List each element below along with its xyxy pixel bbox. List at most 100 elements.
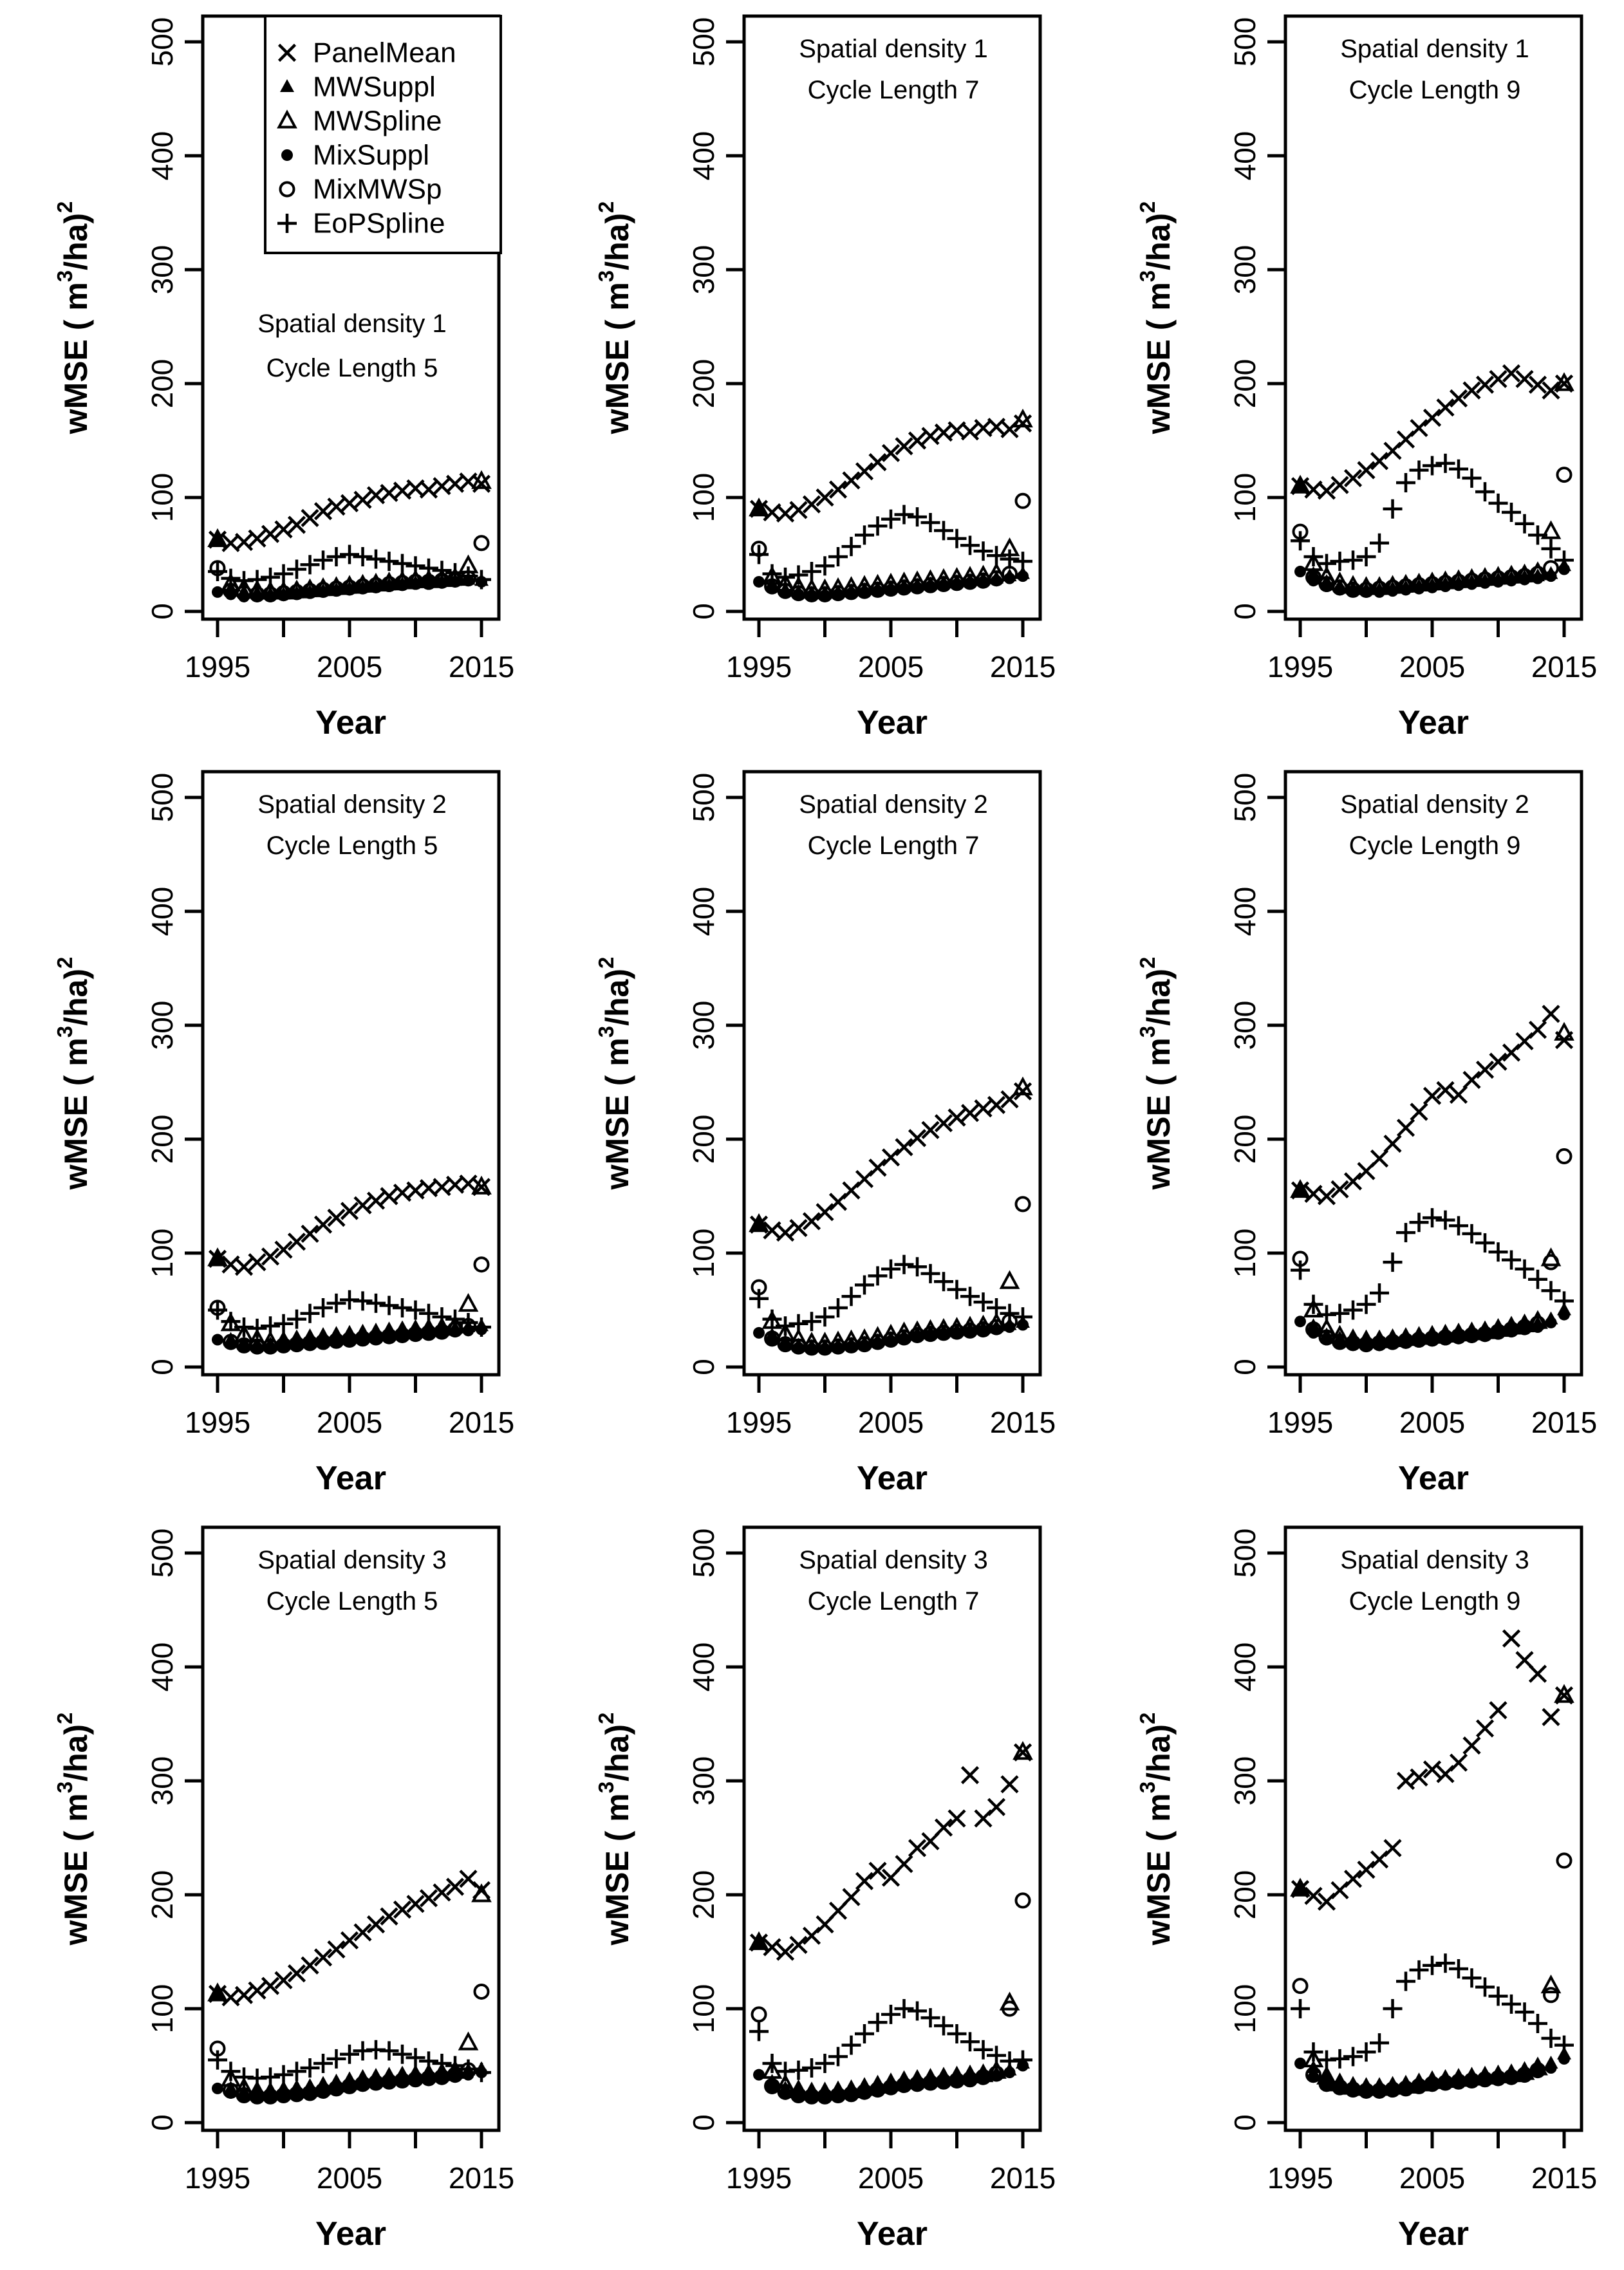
panel-subtitle: Spatial density 1 Cycle Length 5: [257, 310, 447, 382]
scatter-plot: 0 100 200 300 400 500 wMSE ( m3/ha)2 1995 2005 20…: [594, 14, 1056, 741]
scatter-plot: 0 100 200 300 400 500 wMSE ( m3/ha)2 1995 2005 20…: [594, 1525, 1056, 2253]
x-tick-label: 2005: [317, 1406, 382, 1439]
scatter-plot: 0 100 200 300 400 500 wMSE ( m3/ha)2 1995 2005 20…: [53, 770, 514, 1497]
y-tick-label: 0: [687, 1359, 720, 1375]
y-tick-label: 200: [1228, 1115, 1262, 1164]
y-tick-label: 0: [1228, 1359, 1262, 1375]
series-panelmean: [749, 1743, 1032, 1961]
legend-label: MixMWSp: [313, 174, 442, 205]
x-axis: 1995 2005 2015 Year: [185, 619, 514, 741]
series-eopspline: [1291, 1953, 1574, 2070]
subtitle-spatial-density: Spatial density 3: [799, 1546, 988, 1574]
y-axis: 0 100 200 300 400 500 wMSE ( m3/ha)2: [594, 773, 744, 1375]
series-mwspline: [207, 1175, 492, 1350]
scatter-plot: 0 100 200 300 400 500 wMSE ( m3/ha)2 1995 2005 20…: [1135, 1525, 1597, 2253]
plot-box: [201, 770, 501, 1377]
subtitle-cycle-length: Cycle Length 9: [1349, 76, 1521, 104]
x-axis: 1995 2005 2015 Year: [726, 619, 1056, 741]
y-tick-label: 500: [145, 17, 179, 67]
scatter-plot: 0 100 200 300 400 500 wMSE ( m3/ha)2 1995 2005 20…: [53, 14, 514, 741]
panel-subtitle: Spatial density 1 Cycle Length 9: [1340, 35, 1529, 104]
legend-label: MWSuppl: [313, 71, 436, 103]
y-tick-label: 100: [1228, 1229, 1262, 1278]
y-axis: 0 100 200 300 400 500 wMSE ( m3/ha)2: [1135, 773, 1285, 1375]
series-panelmean: [208, 1174, 491, 1276]
x-axis-title: Year: [857, 1460, 928, 1497]
y-axis-title: wMSE ( m3/ha)2: [1135, 1713, 1177, 1946]
subtitle-spatial-density: Spatial density 2: [799, 790, 988, 819]
series-panelmean: [208, 472, 491, 552]
panel-spatial-density-1-cycle-length-9: 0 100 200 300 400 500 wMSE ( m3/ha)2 1995 2005 20…: [1083, 0, 1624, 756]
x-tick-label: 2005: [317, 2161, 382, 2195]
y-tick-label: 400: [145, 131, 179, 181]
plot-box: [742, 770, 1042, 1377]
y-tick-label: 300: [145, 1756, 179, 1806]
y-tick-label: 0: [145, 1359, 179, 1375]
subtitle-cycle-length: Cycle Length 9: [1349, 832, 1521, 860]
y-tick-label: 400: [687, 1642, 720, 1692]
legend-label: EoPSpline: [313, 208, 445, 239]
x-tick-label: 2015: [1531, 1406, 1597, 1439]
series-eopspline: [1291, 453, 1574, 573]
series-mixmwsp: [1292, 1148, 1573, 1353]
y-tick-label: 0: [1228, 2114, 1262, 2131]
legend-entry-panelmean: PanelMean: [277, 37, 456, 69]
subtitle-cycle-length: Cycle Length 5: [266, 832, 438, 860]
legend-label: PanelMean: [313, 37, 456, 69]
legend-box: [264, 15, 502, 254]
panel-spatial-density-2-cycle-length-9: 0 100 200 300 400 500 wMSE ( m3/ha)2 1995 2005 20…: [1083, 756, 1624, 1511]
y-tick-label: 100: [145, 1984, 179, 2034]
legend-entry-mwsuppl: MWSuppl: [280, 71, 436, 103]
subtitle-spatial-density: Spatial density 1: [1340, 35, 1529, 63]
series-eopspline: [749, 1999, 1032, 2081]
legend-entry-mixsuppl: MixSuppl: [281, 140, 429, 171]
x-tick-label: 1995: [726, 2161, 792, 2195]
panel-spatial-density-1-cycle-length-5: 0 100 200 300 400 500 wMSE ( m3/ha)2 1995 2005 20…: [0, 0, 541, 756]
plot-box: [1283, 1525, 1583, 2132]
series-mwspline: [1290, 1021, 1574, 1348]
x-axis-title: Year: [1398, 2215, 1469, 2253]
series-panelmean: [1291, 364, 1574, 500]
panel-spatial-density-3-cycle-length-5: 0 100 200 300 400 500 wMSE ( m3/ha)2 1995 2005 20…: [0, 1511, 541, 2267]
scatter-plot: 0 100 200 300 400 500 wMSE ( m3/ha)2 1995 2005 20…: [1135, 14, 1597, 741]
series-mwspline: [1290, 1684, 1574, 2096]
x-tick-label: 2005: [858, 1406, 924, 1439]
y-tick-label: 500: [1228, 17, 1262, 67]
x-tick-label: 2005: [317, 650, 382, 684]
x-tick-label: 2005: [1399, 650, 1465, 684]
x-tick-label: 1995: [185, 650, 250, 684]
y-tick-label: 100: [1228, 1984, 1262, 2034]
series-mwsuppl: [1293, 1182, 1571, 1348]
legend-label: MixSuppl: [313, 140, 429, 171]
y-axis-title: wMSE ( m3/ha)2: [594, 1713, 636, 1946]
y-axis-title: wMSE ( m3/ha)2: [53, 957, 95, 1191]
x-tick-label: 1995: [1267, 650, 1333, 684]
plot-box: [201, 1525, 501, 2132]
subtitle-spatial-density: Spatial density 1: [799, 35, 988, 63]
y-tick-label: 200: [1228, 359, 1262, 409]
y-tick-label: 0: [1228, 603, 1262, 620]
x-axis-title: Year: [857, 704, 928, 741]
y-axis-title: wMSE ( m3/ha)2: [594, 201, 636, 435]
y-axis: 0 100 200 300 400 500 wMSE ( m3/ha)2: [594, 17, 744, 620]
panel-spatial-density-2-cycle-length-7: 0 100 200 300 400 500 wMSE ( m3/ha)2 1995 2005 20…: [541, 756, 1083, 1511]
x-axis: 1995 2005 2015 Year: [1267, 1375, 1597, 1497]
subtitle-spatial-density: Spatial density 2: [1340, 790, 1529, 819]
y-tick-label: 200: [145, 359, 179, 409]
panel-spatial-density-2-cycle-length-5: 0 100 200 300 400 500 wMSE ( m3/ha)2 1995 2005 20…: [0, 756, 541, 1511]
y-tick-label: 500: [1228, 1529, 1262, 1578]
y-tick-label: 500: [1228, 773, 1262, 823]
y-tick-label: 100: [1228, 473, 1262, 523]
y-axis: 0 100 200 300 400 500 wMSE ( m3/ha)2: [1135, 17, 1285, 620]
y-tick-label: 300: [145, 245, 179, 295]
y-tick-label: 300: [687, 1756, 720, 1806]
y-tick-label: 500: [145, 1529, 179, 1578]
x-tick-label: 1995: [1267, 1406, 1333, 1439]
y-tick-label: 200: [1228, 1870, 1262, 1920]
y-tick-label: 500: [687, 773, 720, 823]
y-tick-label: 0: [145, 603, 179, 620]
legend-entry-mwspline: MWSpline: [277, 106, 442, 137]
series-panelmean: [749, 1082, 1032, 1242]
x-axis: 1995 2005 2015 Year: [1267, 2130, 1597, 2253]
